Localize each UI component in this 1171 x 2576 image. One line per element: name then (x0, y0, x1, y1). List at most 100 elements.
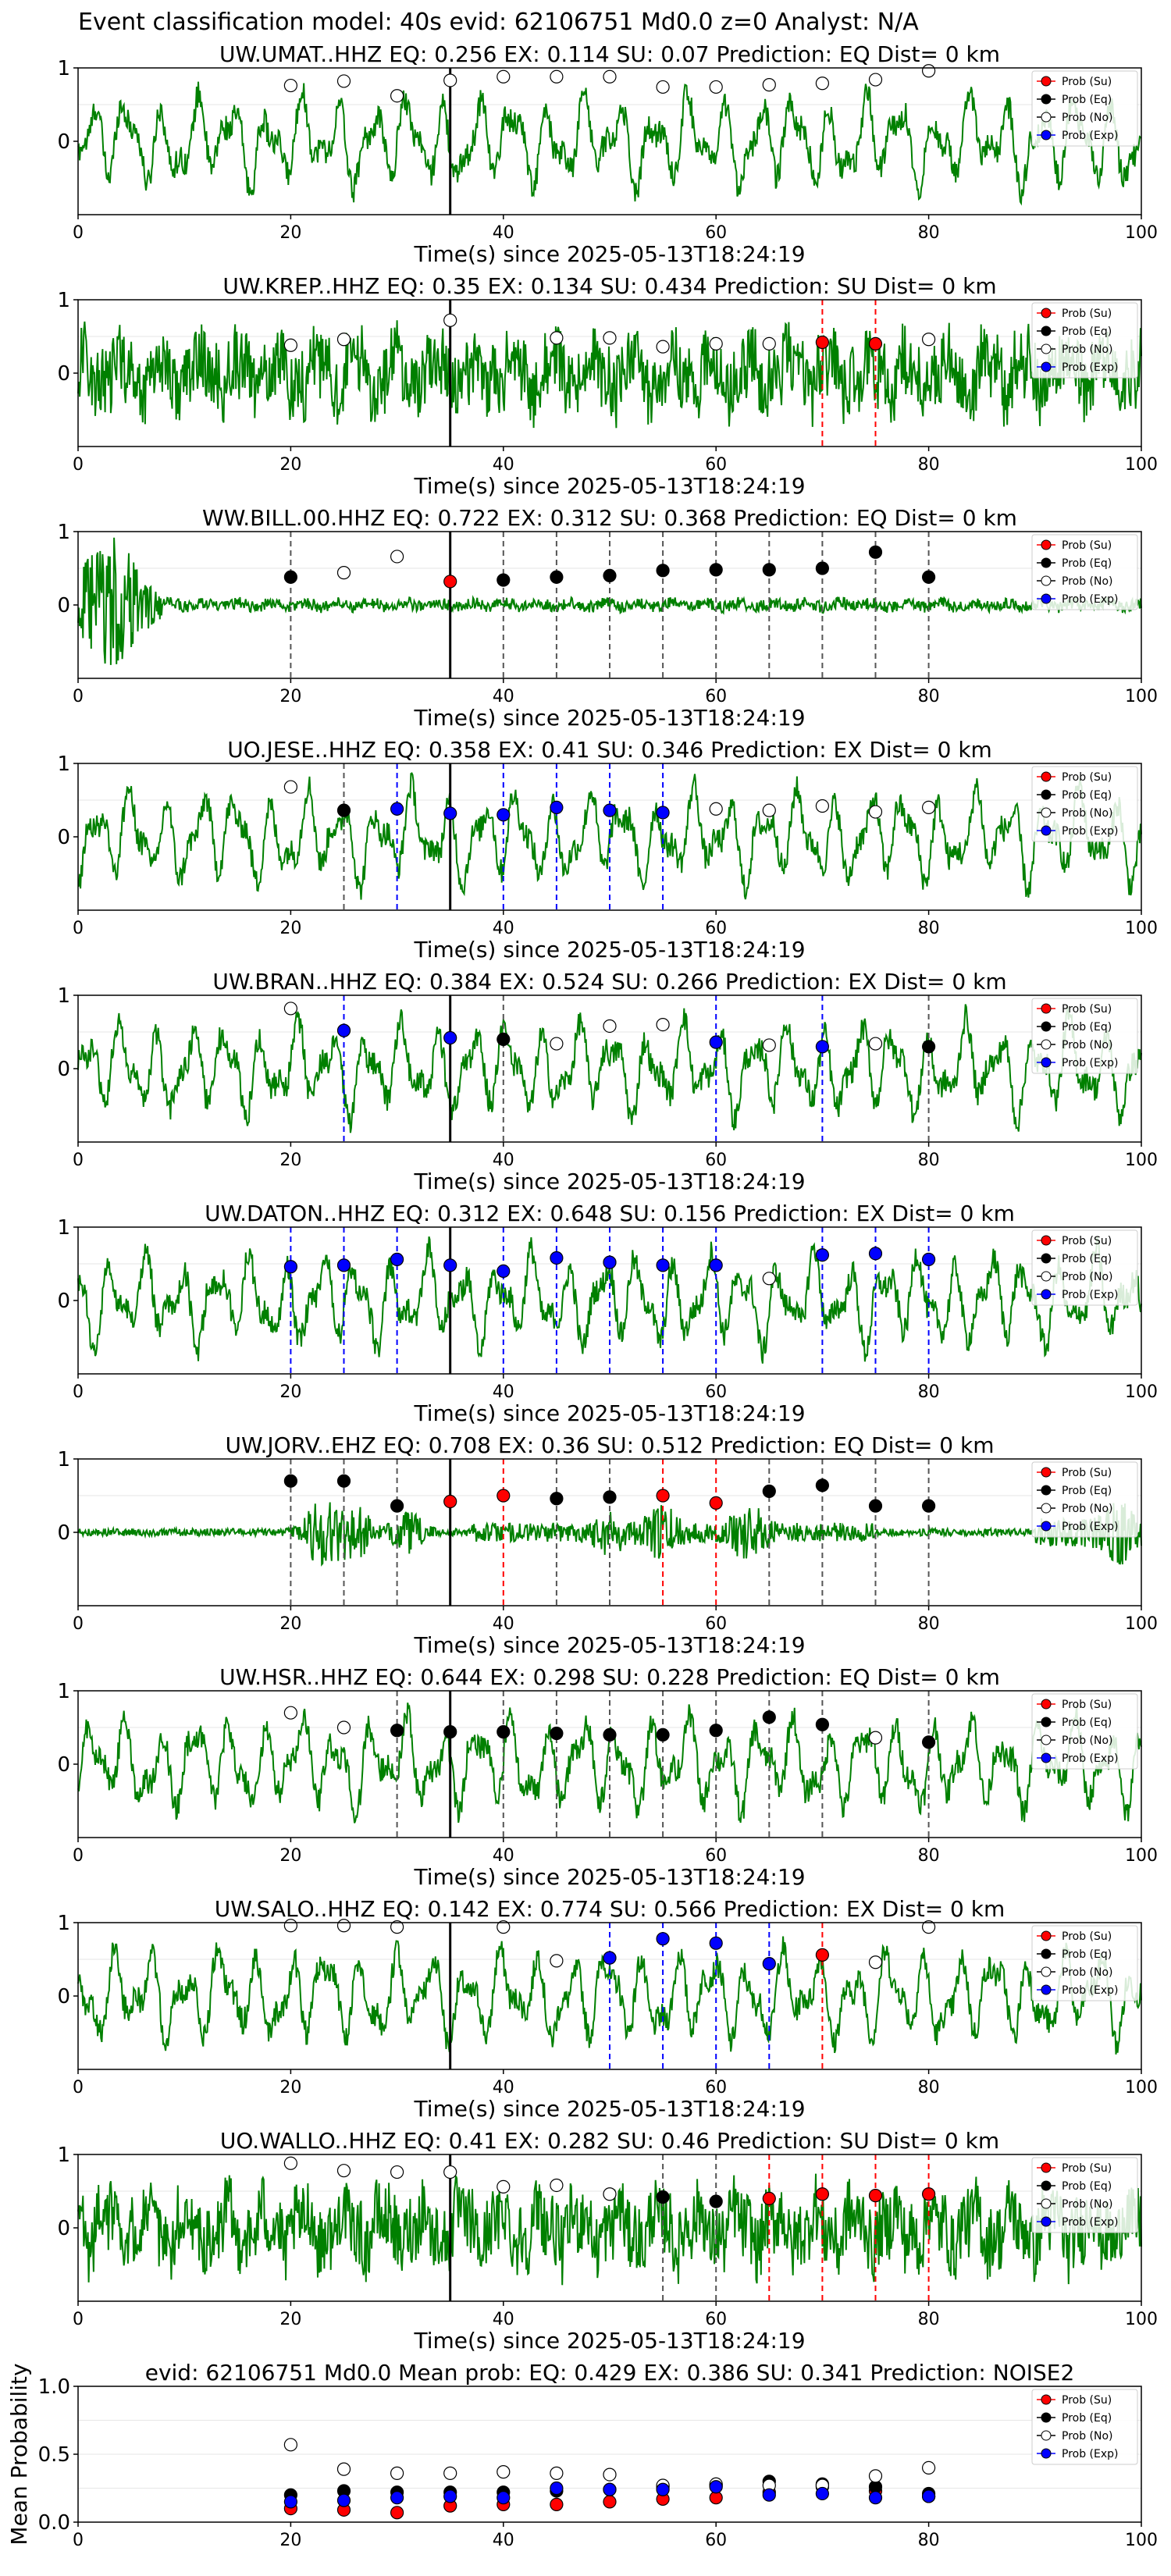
panel-3-legend-label-no: Prob (No) (1062, 807, 1113, 820)
mean-prob-marker-exp (762, 2488, 776, 2502)
x-tick-label: 100 (1125, 2310, 1158, 2329)
panel-1-legend-marker-exp (1041, 361, 1052, 372)
x-tick-label: 60 (705, 1151, 727, 1170)
prob-marker-eq (921, 570, 936, 584)
panel-6: UW.JORV..EHZ EQ: 0.708 EX: 0.36 SU: 0.51… (57, 1432, 1158, 1658)
prob-marker-eq (868, 1499, 883, 1513)
prob-marker-no (443, 2165, 457, 2179)
x-tick-label: 0 (73, 919, 84, 938)
x-axis-label: Time(s) since 2025-05-13T18:24:19 (413, 937, 805, 962)
mean-prob-marker-su (390, 2506, 404, 2520)
panel-4-legend-label-no: Prob (No) (1062, 1039, 1113, 1051)
x-tick-label: 0 (73, 2078, 84, 2097)
panel-1: UW.KREP..HHZ EQ: 0.35 EX: 0.134 SU: 0.43… (57, 273, 1158, 499)
prob-marker-su (497, 1489, 511, 1503)
waveform-trace (77, 81, 1142, 206)
panel-0-legend-marker-eq (1041, 94, 1052, 105)
mean-prob-marker-exp (815, 2486, 830, 2501)
panel-5-legend-marker-exp (1041, 1289, 1052, 1300)
prob-marker-exp (762, 1957, 776, 1971)
x-tick-label: 0 (73, 455, 84, 475)
prob-marker-no (283, 338, 297, 352)
mean-prob-marker-no (336, 2462, 351, 2476)
x-tick-label: 20 (279, 1382, 301, 1402)
y-tick-label: 0 (57, 1753, 70, 1777)
prob-marker-su (868, 336, 883, 350)
x-tick-label: 0 (73, 223, 84, 243)
prob-marker-eq (497, 573, 511, 587)
panel-9-legend-label-no: Prob (No) (1062, 2198, 1113, 2211)
prob-marker-eq (868, 545, 883, 559)
panel-9-legend-label-eq: Prob (Eq) (1062, 2180, 1112, 2193)
prob-marker-su (762, 2191, 776, 2205)
y-tick-label: 1 (57, 1448, 70, 1471)
panel-7-legend (1031, 1693, 1138, 1770)
prob-marker-su (709, 1496, 723, 1510)
panel-10-legend-marker-su (1041, 2394, 1052, 2405)
x-tick-label: 100 (1125, 2531, 1158, 2550)
prob-marker-exp (868, 1247, 883, 1261)
panel-5-legend-label-su: Prob (Su) (1062, 1235, 1112, 1247)
x-tick-label: 20 (279, 919, 301, 938)
panel-1-legend-label-no: Prob (No) (1062, 343, 1113, 356)
x-tick-label: 40 (493, 455, 514, 475)
x-tick-label: 0 (73, 2310, 84, 2329)
prob-marker-eq (656, 1727, 670, 1742)
mean-prob-marker-no (497, 2465, 511, 2479)
prob-marker-exp (709, 1936, 723, 1950)
prob-marker-exp (336, 1258, 351, 1272)
prob-marker-no (550, 331, 564, 345)
mean-prob-marker-exp (921, 2489, 936, 2503)
panel-8-legend-label-exp: Prob (Exp) (1062, 1984, 1119, 1997)
y-tick-label: 1 (57, 2144, 70, 2167)
panel-8-legend-label-eq: Prob (Eq) (1062, 1948, 1112, 1961)
prob-marker-no (550, 1037, 564, 1051)
panel-6-legend-marker-exp (1041, 1521, 1052, 1532)
prob-marker-exp (656, 806, 670, 820)
panel-6-legend (1031, 1461, 1138, 1538)
x-tick-label: 100 (1125, 223, 1158, 243)
mean-prob-marker-no (443, 2466, 457, 2480)
x-axis-label: Time(s) since 2025-05-13T18:24:19 (413, 1632, 805, 1658)
x-tick-label: 20 (279, 455, 301, 475)
panel-title: UW.SALO..HHZ EQ: 0.142 EX: 0.774 SU: 0.5… (215, 1896, 1005, 1922)
prob-marker-eq (550, 1492, 564, 1506)
x-axis-label: Time(s) since 2025-05-13T18:24:19 (413, 473, 805, 499)
panel-9: UO.WALLO..HHZ EQ: 0.41 EX: 0.282 SU: 0.4… (57, 2128, 1158, 2354)
panel-7-legend-label-no: Prob (No) (1062, 1735, 1113, 1747)
prob-marker-no (709, 802, 723, 816)
prob-marker-no (283, 2156, 297, 2170)
panel-5-legend-marker-su (1041, 1235, 1052, 1246)
prob-marker-no (603, 331, 617, 345)
prob-marker-su (868, 2189, 883, 2203)
x-tick-label: 20 (279, 687, 301, 706)
prob-marker-exp (497, 808, 511, 822)
x-tick-label: 20 (279, 1151, 301, 1170)
x-tick-label: 100 (1125, 2078, 1158, 2097)
x-tick-label: 80 (918, 2310, 940, 2329)
mean-prob-marker-exp (709, 2480, 723, 2494)
panel-7: UW.HSR..HHZ EQ: 0.644 EX: 0.298 SU: 0.22… (57, 1664, 1158, 1890)
prob-marker-no (709, 80, 723, 94)
panel-5-legend-marker-no (1041, 1271, 1052, 1282)
prob-marker-eq (709, 563, 723, 577)
prob-marker-exp (709, 1258, 723, 1272)
x-axis-label: Time(s) since 2025-05-13T18:24:19 (413, 2096, 805, 2122)
prob-marker-no (921, 64, 936, 78)
y-tick-label: 1 (57, 753, 70, 776)
x-tick-label: 100 (1125, 1382, 1158, 1402)
prob-marker-no (868, 73, 883, 87)
waveform-trace (77, 320, 1142, 429)
prob-marker-no (283, 780, 297, 794)
prob-marker-eq (390, 1499, 404, 1513)
prob-marker-no (390, 1920, 404, 1934)
panel-6-legend-marker-su (1041, 1467, 1052, 1478)
panel-9-legend-marker-exp (1041, 2216, 1052, 2227)
prob-marker-no (390, 550, 404, 564)
prob-marker-eq (815, 561, 830, 575)
x-tick-label: 20 (279, 223, 301, 243)
mean-prob-marker-exp (656, 2482, 670, 2496)
panel-3-legend-label-exp: Prob (Exp) (1062, 825, 1119, 838)
prob-marker-eq (283, 1474, 297, 1488)
prob-marker-no (283, 1919, 297, 1933)
